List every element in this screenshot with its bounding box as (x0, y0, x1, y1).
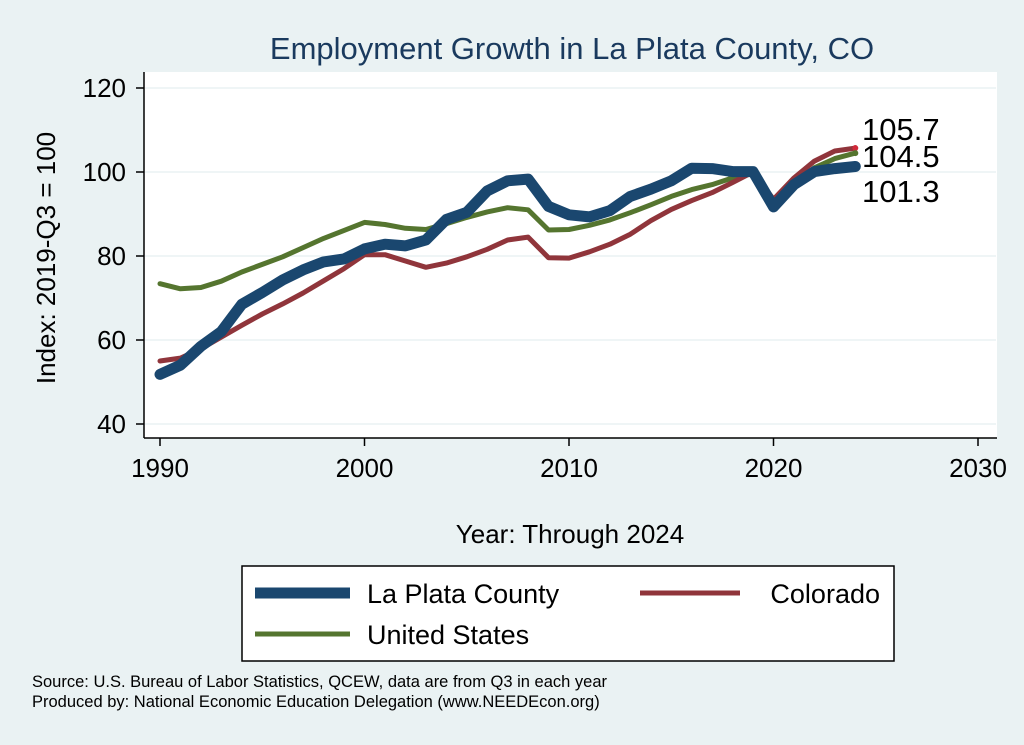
x-axis-ticks: 1990 2000 2010 2020 2030 (131, 438, 1007, 483)
legend-label-la-plata-county: La Plata County (367, 579, 560, 609)
end-point-la-plata-county (851, 162, 860, 171)
y-axis-ticks: 40 60 80 100 120 (83, 73, 144, 439)
series-lines (154, 145, 861, 380)
source-note: Source: U.S. Bureau of Labor Statistics,… (32, 673, 608, 691)
y-axis-label: Index: 2019-Q3 = 100 (31, 132, 61, 384)
legend-label-colorado: Colorado (770, 579, 880, 609)
y-tick-label-120: 120 (83, 73, 126, 103)
y-tick-label-100: 100 (83, 157, 126, 187)
x-tick-label-2010: 2010 (540, 453, 598, 483)
end-label-la-plata-county: 101.3 (862, 174, 940, 209)
x-tick-label-2020: 2020 (745, 453, 803, 483)
axes: 40 60 80 100 120 1990 2000 2010 2020 2030 (83, 72, 1007, 483)
end-point-united-states (852, 150, 859, 157)
legend: La Plata County Colorado United States (241, 565, 895, 662)
end-label-colorado: 105.7 (862, 112, 940, 147)
x-tick-label-1990: 1990 (131, 453, 189, 483)
end-label-united-states: 104.5 (862, 139, 940, 174)
y-tick-label-60: 60 (97, 325, 126, 355)
end-point-colorado (852, 145, 859, 152)
x-tick-label-2030: 2030 (949, 453, 1007, 483)
chart-title: Employment Growth in La Plata County, CO (270, 31, 874, 66)
legend-items: La Plata County Colorado United States (255, 579, 880, 650)
x-tick-label-2000: 2000 (336, 453, 394, 483)
legend-box (241, 565, 895, 662)
x-axis-label: Year: Through 2024 (456, 519, 684, 549)
series-line-colorado (157, 145, 858, 364)
legend-label-united-states: United States (367, 620, 529, 650)
series-line-la-plata-county (154, 161, 861, 380)
y-tick-label-40: 40 (97, 409, 126, 439)
producer-note: Produced by: National Economic Education… (32, 693, 600, 711)
y-tick-label-80: 80 (97, 241, 126, 271)
